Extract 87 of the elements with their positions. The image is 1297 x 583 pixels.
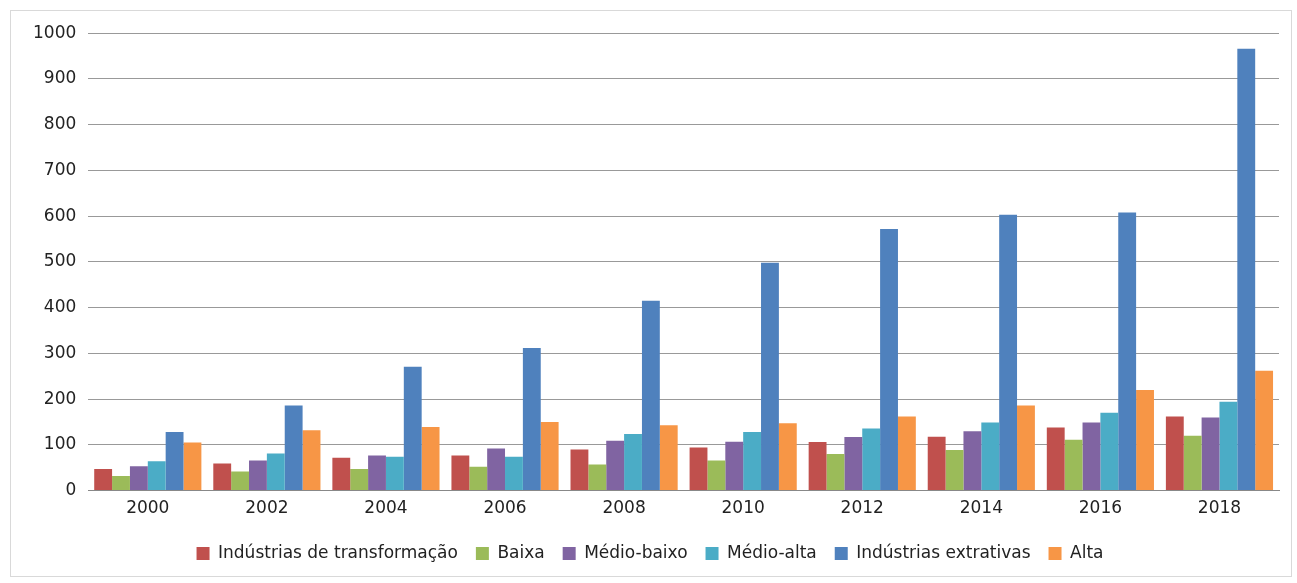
y-tick-label: 700 (43, 158, 77, 179)
x-tick-label: 2006 (483, 497, 527, 518)
bar (588, 464, 607, 491)
bar (385, 456, 404, 491)
y-tick-label: 400 (43, 296, 77, 317)
bar (1255, 370, 1274, 491)
bar (743, 432, 762, 491)
bar (94, 469, 113, 491)
y-tick-label: 300 (43, 341, 77, 362)
y-tick-label: 500 (43, 250, 77, 271)
legend-label: Alta (1070, 541, 1104, 562)
bar (213, 463, 232, 491)
bar (945, 449, 964, 491)
bar (1017, 405, 1035, 491)
bar (689, 447, 708, 491)
bar (1219, 401, 1238, 491)
x-tick-label: 2018 (1197, 497, 1242, 518)
bar (403, 366, 422, 491)
bar (302, 430, 321, 491)
bar (1064, 439, 1083, 491)
bar (1136, 389, 1154, 491)
bar (421, 427, 440, 491)
bar (981, 422, 1000, 491)
bar (165, 432, 184, 491)
legend-label: Indústrias de transformação (218, 541, 458, 562)
bar (469, 466, 488, 491)
bar (112, 475, 130, 491)
bar (332, 457, 351, 491)
bar (249, 460, 267, 491)
bar (1165, 416, 1184, 491)
bar (963, 431, 982, 491)
bar (624, 433, 642, 491)
y-tick-label: 800 (43, 113, 77, 134)
bar (659, 425, 678, 491)
bar (350, 469, 369, 491)
bar (862, 428, 881, 491)
bar (1082, 422, 1101, 491)
y-tick-label: 1000 (33, 21, 77, 42)
bar (183, 442, 202, 491)
legend-label: Médio-alta (727, 541, 817, 562)
legend-label: Indústrias extrativas (856, 541, 1031, 562)
bar (1183, 435, 1202, 491)
bar (505, 456, 523, 491)
y-tick-label: 600 (43, 204, 77, 225)
bar (927, 436, 946, 491)
bar (897, 416, 916, 491)
x-tick-label: 2016 (1078, 497, 1123, 518)
y-tick-label: 0 (65, 479, 77, 500)
bar (844, 437, 863, 491)
bar (1201, 417, 1220, 491)
bar (1237, 48, 1256, 491)
bar (999, 214, 1018, 491)
bar (606, 440, 625, 491)
bar (761, 262, 779, 491)
legend-label: Baixa (497, 541, 545, 562)
bar (826, 454, 845, 491)
x-tick-label: 2012 (840, 497, 884, 518)
bar (368, 455, 386, 491)
x-tick-label: 2014 (959, 497, 1003, 518)
x-tick-label: 2004 (364, 497, 408, 518)
bar (1046, 427, 1065, 491)
x-tick-label: 2000 (126, 497, 170, 518)
bar (231, 471, 250, 491)
bar (808, 442, 827, 491)
y-tick-label: 200 (43, 387, 77, 408)
bar (266, 453, 285, 491)
bar (778, 423, 797, 491)
bar (880, 228, 898, 491)
bar (540, 421, 559, 491)
bar (451, 455, 470, 491)
legend-label: Médio-baixo (584, 541, 688, 562)
bar (522, 347, 541, 491)
x-tick-label: 2008 (602, 497, 646, 518)
bar (641, 300, 660, 491)
bar (129, 466, 148, 491)
bar (570, 449, 589, 491)
y-tick-label: 900 (43, 67, 77, 88)
bar (284, 405, 303, 491)
bar (707, 460, 726, 491)
bar (1118, 212, 1137, 491)
y-tick-label: 100 (43, 433, 77, 454)
x-tick-label: 2010 (721, 497, 765, 518)
x-tick-label: 2002 (245, 497, 289, 518)
bar (147, 461, 166, 491)
bar (725, 441, 744, 491)
bar (487, 448, 506, 491)
bar (1100, 412, 1119, 491)
